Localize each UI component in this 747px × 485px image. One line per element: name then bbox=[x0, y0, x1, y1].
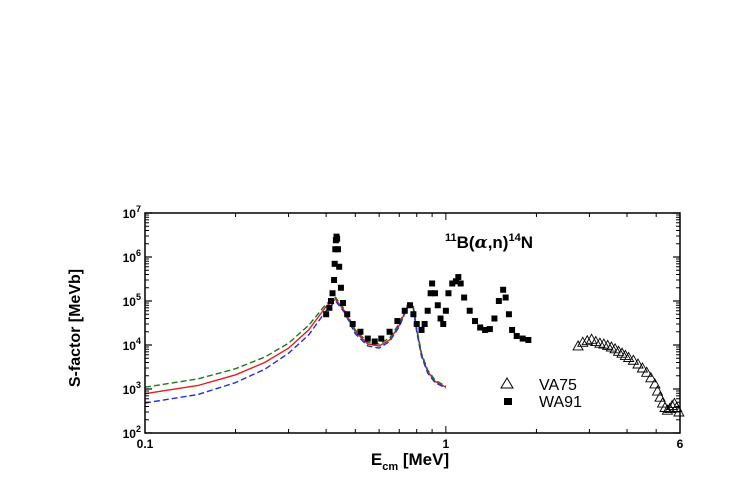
data-point-wa91 bbox=[335, 246, 342, 253]
data-point-wa91 bbox=[466, 307, 473, 314]
data-point-wa91 bbox=[371, 338, 378, 345]
data-point-wa91 bbox=[401, 307, 408, 314]
y-axis-label: S-factor [MeVb] bbox=[67, 269, 84, 387]
data-point-va75 bbox=[640, 366, 653, 377]
data-point-wa91 bbox=[505, 311, 512, 318]
data-point-wa91 bbox=[457, 280, 464, 287]
axis-ticks: 102 103 104 105 106 107 0.1 1 6 bbox=[123, 204, 684, 451]
y-tick-label: 104 bbox=[123, 336, 141, 353]
data-point-va75 bbox=[619, 349, 632, 360]
data-point-wa91 bbox=[407, 302, 414, 309]
x-tick-label: 0.1 bbox=[137, 437, 154, 451]
data-point-va75 bbox=[656, 397, 669, 408]
data-point-va75 bbox=[627, 354, 640, 365]
y-tick-label: 106 bbox=[123, 248, 141, 265]
reaction-annotation: 11B(α,n)14N bbox=[445, 232, 533, 253]
data-point-wa91 bbox=[413, 321, 420, 328]
data-point-wa91 bbox=[410, 311, 417, 318]
data-point-wa91 bbox=[509, 326, 516, 333]
data-point-va75 bbox=[645, 371, 657, 383]
data-point-wa91 bbox=[344, 311, 351, 318]
data-point-wa91 bbox=[337, 284, 344, 291]
data-point-wa91 bbox=[513, 333, 520, 340]
data-point-wa91 bbox=[472, 318, 479, 325]
data-point-va75 bbox=[666, 399, 678, 411]
data-point-wa91 bbox=[455, 274, 462, 281]
x-axis-label: Ecm [MeV] bbox=[371, 450, 449, 473]
data-point-wa91 bbox=[394, 318, 401, 325]
data-point-wa91 bbox=[434, 302, 441, 309]
data-point-va75 bbox=[576, 336, 589, 347]
model-curves bbox=[144, 296, 447, 404]
data-point-wa91 bbox=[452, 278, 459, 285]
data-point-wa91 bbox=[440, 321, 447, 328]
data-point-wa91 bbox=[357, 328, 364, 335]
data-point-va75 bbox=[632, 358, 644, 369]
data-point-wa91 bbox=[491, 315, 498, 322]
data-point-va75 bbox=[585, 333, 598, 344]
data-point-wa91 bbox=[331, 260, 338, 267]
data-point-wa91 bbox=[326, 304, 333, 311]
legend: VA75 WA91 bbox=[500, 377, 582, 411]
data-point-wa91 bbox=[378, 335, 385, 342]
data-point-va75 bbox=[622, 351, 635, 362]
x-tick-label: 1 bbox=[443, 437, 450, 451]
data-point-wa91 bbox=[329, 290, 336, 297]
data-point-wa91 bbox=[502, 294, 509, 301]
data-point-wa91 bbox=[442, 307, 449, 314]
data-point-wa91 bbox=[500, 286, 507, 293]
data-point-wa91 bbox=[386, 328, 393, 335]
y-tick-label: 107 bbox=[123, 204, 141, 221]
data-point-wa91 bbox=[349, 321, 356, 328]
data-point-va75 bbox=[664, 402, 676, 413]
data-point-wa91 bbox=[482, 326, 489, 333]
data-point-va75 bbox=[572, 340, 584, 351]
data-point-wa91 bbox=[477, 324, 484, 331]
data-point-wa91 bbox=[461, 294, 468, 301]
data-point-wa91 bbox=[334, 235, 341, 242]
legend-label-wa91: WA91 bbox=[539, 394, 582, 411]
data-point-wa91 bbox=[427, 290, 434, 297]
data-point-wa91 bbox=[418, 326, 425, 333]
data-markers bbox=[323, 233, 685, 417]
data-point-wa91 bbox=[495, 298, 502, 304]
data-point-va75 bbox=[651, 385, 664, 396]
data-point-wa91 bbox=[323, 311, 330, 318]
y-tick-label: 102 bbox=[123, 424, 141, 441]
data-point-va75 bbox=[636, 362, 649, 373]
data-point-wa91 bbox=[331, 277, 338, 284]
data-point-wa91 bbox=[364, 335, 371, 342]
model-curve-4 bbox=[144, 299, 447, 404]
data-point-wa91 bbox=[519, 335, 526, 342]
y-tick-label: 105 bbox=[123, 292, 141, 309]
plot-frame bbox=[144, 212, 681, 434]
data-point-wa91 bbox=[424, 307, 431, 314]
data-point-va75 bbox=[594, 337, 606, 348]
data-point-va75 bbox=[654, 391, 666, 402]
data-point-wa91 bbox=[449, 280, 456, 287]
data-point-va75 bbox=[649, 378, 661, 389]
data-point-wa91 bbox=[339, 300, 346, 307]
data-point-wa91 bbox=[327, 298, 334, 304]
legend-marker-va75 bbox=[500, 377, 514, 389]
data-point-wa91 bbox=[486, 326, 493, 333]
legend-marker-wa91 bbox=[504, 398, 512, 405]
data-point-wa91 bbox=[431, 290, 438, 297]
data-point-va75 bbox=[581, 334, 593, 346]
data-point-wa91 bbox=[525, 336, 532, 343]
data-point-wa91 bbox=[429, 280, 436, 287]
data-point-wa91 bbox=[445, 290, 452, 297]
x-tick-label: 6 bbox=[677, 437, 684, 451]
data-point-wa91 bbox=[421, 321, 428, 328]
data-point-wa91 bbox=[437, 315, 444, 322]
y-tick-label: 103 bbox=[123, 380, 141, 397]
data-point-wa91 bbox=[336, 263, 343, 270]
legend-label-va75: VA75 bbox=[539, 377, 577, 394]
